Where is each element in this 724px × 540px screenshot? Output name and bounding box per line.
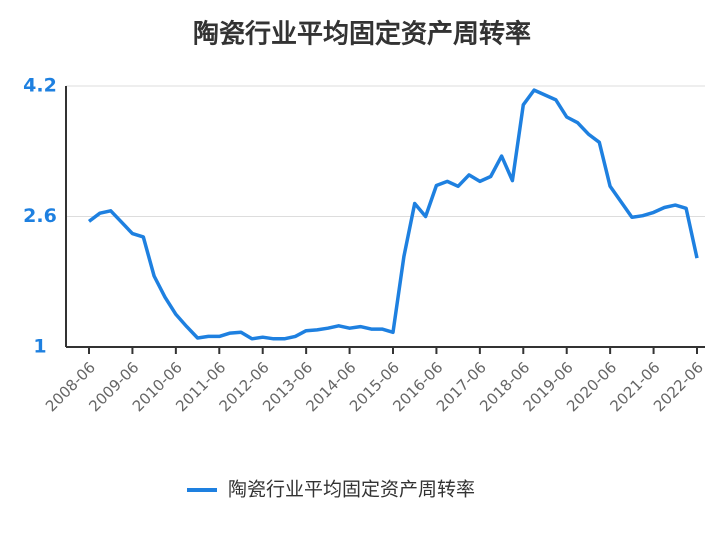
y-tick-label: 1 — [33, 336, 46, 358]
legend-label: 陶瓷行业平均固定资产周转率 — [228, 479, 475, 501]
chart-title: 陶瓷行业平均固定资产周转率 — [193, 19, 531, 50]
data-line — [87, 88, 699, 341]
y-tick-label: 2.6 — [23, 205, 57, 227]
y-tick-label: 4.2 — [23, 75, 57, 97]
